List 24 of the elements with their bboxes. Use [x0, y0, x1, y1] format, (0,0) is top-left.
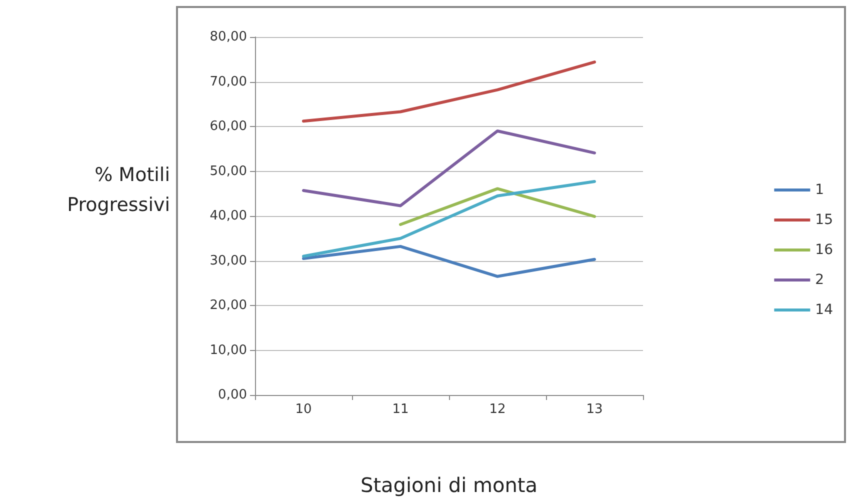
line-series: [302, 180, 596, 258]
legend-label: 16: [815, 242, 834, 258]
y-tick-label: 20,00: [210, 298, 247, 313]
line-series: [302, 129, 596, 208]
line-series: [302, 60, 596, 123]
x-tick-label: 10: [295, 402, 312, 417]
y-tick-label: 10,00: [210, 342, 247, 358]
legend-label: 14: [815, 302, 834, 318]
y-tick-label: 30,00: [210, 253, 247, 268]
x-axis-title: Stagioni di monta: [360, 473, 538, 497]
y-tick-label: 60,00: [210, 119, 247, 134]
x-tick-label: 13: [586, 402, 603, 417]
legend-label: 15: [815, 212, 834, 228]
y-tick-label: 40,00: [210, 208, 247, 224]
y-tick-label: 50,00: [210, 164, 247, 179]
line-series: [302, 244, 596, 278]
y-axis-title: % Motili Progressivi: [66, 163, 170, 218]
legend-label: 2: [815, 272, 824, 288]
x-tick-label: 12: [489, 402, 506, 417]
y-tick-label: 80,00: [210, 30, 247, 44]
x-tick-label: 11: [392, 402, 409, 417]
legend-label: 1: [815, 182, 824, 198]
y-tick-label: 0,00: [218, 388, 247, 402]
y-tick-label: 70,00: [210, 74, 247, 90]
